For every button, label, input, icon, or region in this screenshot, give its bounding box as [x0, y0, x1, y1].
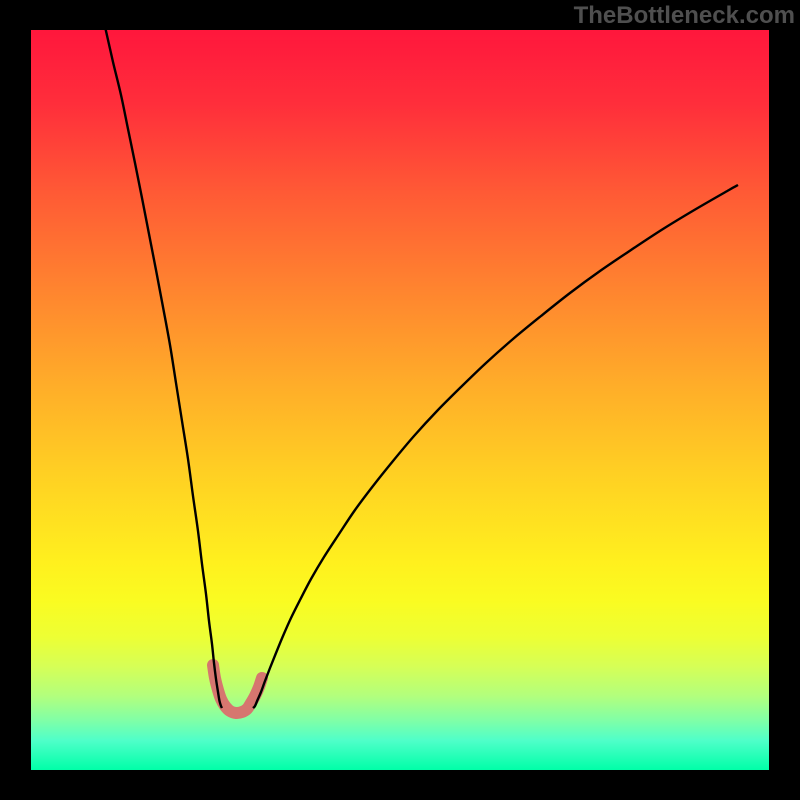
plot-background: [31, 30, 769, 770]
chart-stage: TheBottleneck.com: [0, 0, 800, 800]
watermark-text: TheBottleneck.com: [574, 2, 795, 30]
plot-area: [31, 30, 769, 770]
